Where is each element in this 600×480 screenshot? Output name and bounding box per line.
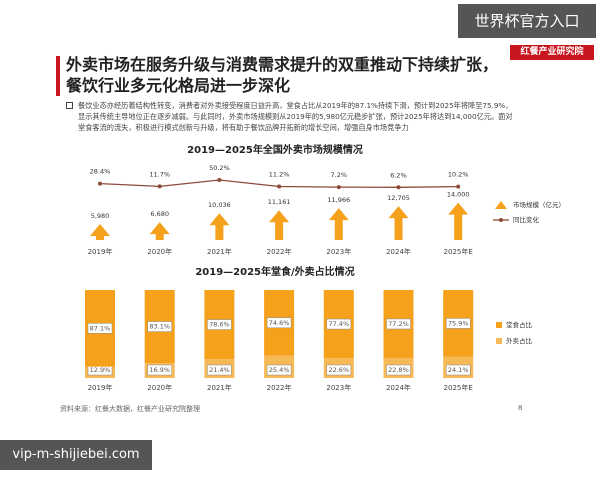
legend-swatch [499,218,503,222]
overlay-link[interactable]: 世界杯官方入口 [458,4,596,38]
line-point [157,184,162,189]
label-box [207,319,232,330]
label-box [266,317,292,329]
label-box [87,323,113,334]
value-label: 50.2% [209,164,230,172]
chart-title: 2019—2025年堂食/外卖占比情况 [195,265,354,278]
legend-swatch [495,201,507,209]
x-tick-label: 2023年 [326,383,351,392]
arrow-bar [269,210,290,240]
value-label: 6.2% [390,171,407,179]
label-box [386,364,411,376]
label-box [326,318,352,330]
legend-label: 堂食占比 [506,320,533,329]
value-label: 87.1% [90,324,111,332]
bullet-marker [66,102,73,109]
value-label: 12,705 [387,194,410,202]
x-tick-label: 2024年 [386,383,411,392]
bullet-text: 餐饮业态亦经历着结构性转变，消费者对外卖接受程度日益升高，堂食占比从2019年的… [78,101,513,132]
x-tick-label: 2024年 [386,247,411,256]
arrow-bar [149,222,170,240]
value-label: 10.2% [448,171,469,179]
label-box [386,318,411,330]
legend-label: 外卖占比 [506,336,533,345]
chart-title: 2019—2025年全国外卖市场规模情况 [187,143,363,156]
value-label: 7.2% [331,171,348,179]
line-point [396,185,401,190]
x-tick-label: 2019年 [88,247,113,256]
x-tick-label: 2025年E [444,247,473,256]
label-box [207,364,232,376]
label-box [147,364,172,376]
legend-label: 市场规模（亿元） [513,200,565,209]
arrow-bar [328,208,349,240]
x-tick-label: 2023年 [326,247,351,256]
arrow-bar [209,213,230,240]
x-tick-label: 2021年 [207,247,232,256]
arrow-bar [448,202,469,240]
logo: 红餐产业研究院 [510,45,594,60]
line-point [217,177,222,182]
value-label: 22.8% [388,366,409,374]
value-label: 28.4% [90,168,111,176]
x-tick-label: 2025年E [444,383,473,392]
x-tick-label: 2020年 [147,383,172,392]
line-point [336,185,341,190]
page-number: 8 [518,404,523,412]
value-label: 11.7% [149,170,170,178]
value-label: 25.4% [269,366,290,374]
value-label: 75.9% [448,319,469,327]
value-label: 77.4% [328,320,349,328]
value-label: 22.6% [328,366,349,374]
title-accent [56,56,60,96]
overlay-link[interactable]: vip-m-shijiebei.com [0,440,152,470]
value-label: 11,161 [268,198,291,206]
value-label: 77.2% [388,320,409,328]
x-tick-label: 2022年 [267,383,292,392]
value-label: 11.2% [269,170,290,178]
value-label: 11,966 [327,196,350,204]
label-box [445,318,471,329]
line-point [277,184,282,189]
label-box [326,364,352,376]
source-note: 资料来源：红餐大数据，红餐产业研究院整理 [60,405,200,413]
arrow-bar [388,206,409,240]
x-tick-label: 2019年 [88,383,113,392]
line-point [456,184,461,189]
line-point [98,181,102,186]
value-label: 10,036 [208,201,231,209]
arrow-bar [90,224,110,240]
x-tick-label: 2021年 [207,383,232,392]
x-tick-label: 2020年 [147,247,172,256]
label-box [147,321,172,332]
label-box [266,364,292,376]
x-tick-label: 2022年 [267,247,292,256]
value-label: 14,000 [447,191,470,199]
legend-label: 同比变化 [513,215,540,224]
value-label: 74.6% [269,319,290,327]
legend-swatch [496,338,502,344]
value-label: 6,680 [150,210,169,218]
label-box [445,364,471,376]
value-label: 24.1% [448,366,469,374]
value-label: 16.9% [149,366,170,374]
value-label: 12.9% [90,366,111,374]
legend-swatch [496,322,502,328]
page-title: 外卖市场在服务升级与消费需求提升的双重推动下持续扩张，餐饮行业多元化格局进一步深… [66,55,499,95]
value-label: 78.6% [209,321,230,329]
value-label: 21.4% [209,366,230,374]
value-label: 5,980 [91,212,110,220]
value-label: 83.1% [149,323,170,331]
